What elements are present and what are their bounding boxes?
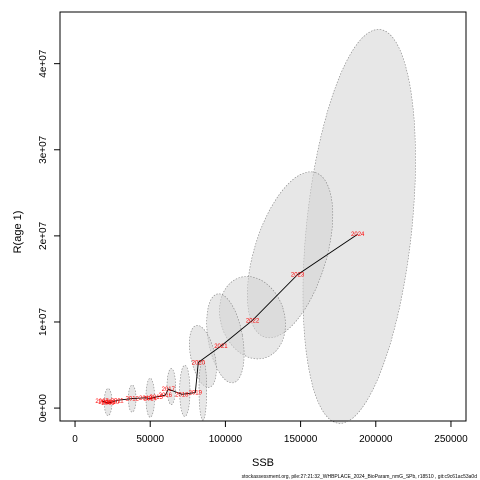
year-label-2021: 2021	[214, 344, 228, 350]
year-label-2024: 2024	[351, 232, 365, 238]
confidence-ellipse-2009	[103, 388, 113, 416]
x-tick-label: 100000	[209, 434, 243, 445]
year-label-2012: 2012	[126, 397, 140, 403]
year-label-2020: 2020	[192, 360, 206, 366]
x-tick-label: 0	[72, 434, 78, 445]
year-label-2014: 2014	[144, 397, 158, 403]
stock-recruitment-line	[101, 233, 358, 404]
y-axis-title: R(age 1)	[12, 211, 24, 254]
confidence-ellipses	[103, 29, 416, 424]
confidence-ellipse-2013	[145, 377, 155, 418]
x-tick-label: 250000	[434, 434, 468, 445]
y-tick-label: 2e+07	[38, 221, 49, 250]
x-tick-label: 50000	[136, 434, 164, 445]
year-label-2015: 2015	[150, 395, 164, 401]
confidence-ellipse-2019	[198, 359, 207, 421]
year-label-2008: 2008	[98, 400, 112, 406]
footer-note: stockassessment.org, pile:27:21:32_WHBPL…	[242, 474, 478, 480]
y-tick-label: 0e+00	[38, 394, 49, 423]
confidence-ellipse-2018	[179, 364, 191, 417]
y-axis: 0e+00 1e+07 2e+07 3e+07 4e+07	[38, 49, 61, 423]
x-tick-label: 200000	[359, 434, 393, 445]
confidence-ellipse-2024	[302, 29, 416, 424]
y-tick-label: 4e+07	[38, 49, 49, 78]
year-label-2022: 2022	[246, 318, 260, 324]
confidence-ellipse-2017	[166, 368, 176, 405]
year-label-2017: 2017	[162, 387, 176, 393]
year-label-2016: 2016	[159, 393, 173, 399]
x-tick-label: 150000	[284, 434, 318, 445]
year-label-2007: 2007	[95, 399, 109, 405]
year-label-2009: 2009	[101, 401, 115, 407]
year-label-2013: 2013	[139, 396, 153, 402]
year-label-2011: 2011	[111, 398, 125, 404]
year-label-2010: 2010	[106, 400, 120, 406]
year-label-2018: 2018	[175, 392, 189, 398]
y-tick-label: 3e+07	[38, 135, 49, 164]
x-axis: 0 50000 100000 150000 200000 250000	[72, 420, 468, 445]
confidence-ellipse-2020	[189, 325, 217, 388]
x-axis-title: SSB	[252, 457, 274, 469]
year-label-2019: 2019	[189, 391, 203, 397]
year-label-2023: 2023	[291, 273, 305, 279]
y-tick-label: 1e+07	[38, 308, 49, 337]
